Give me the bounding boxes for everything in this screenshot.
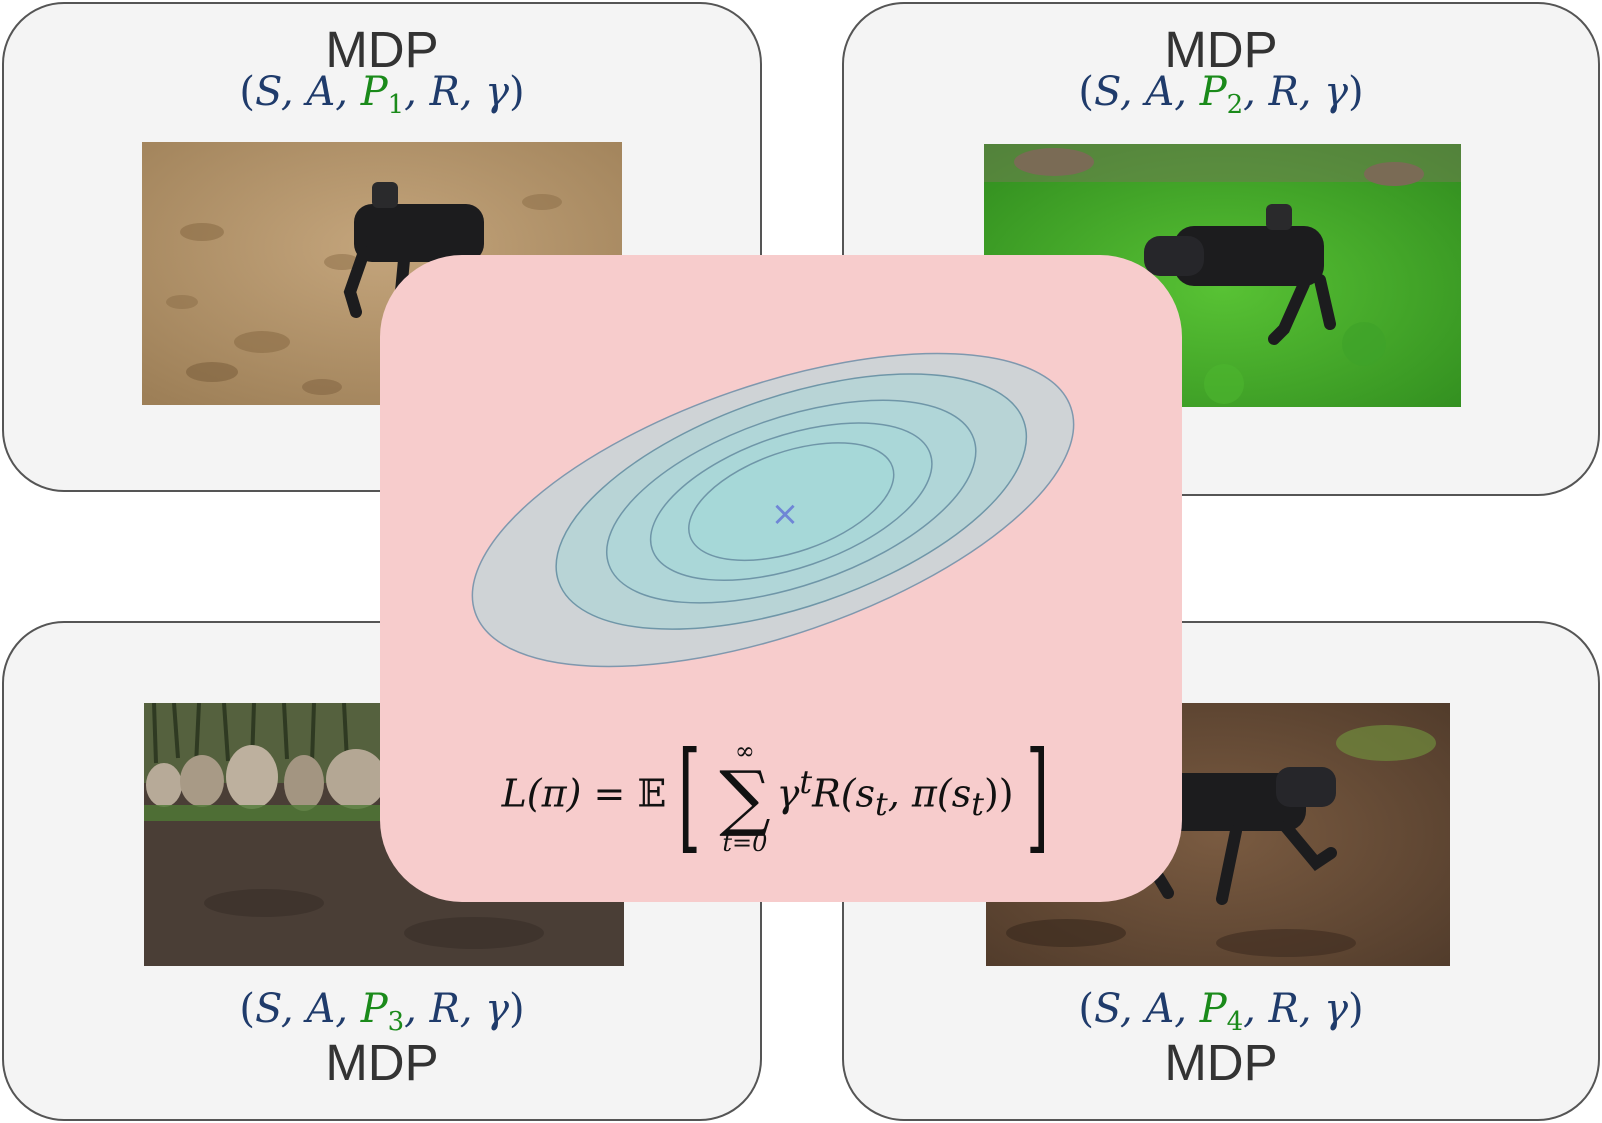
mdp-tuple: (S, A, P3, R, γ): [239, 986, 525, 1037]
mdp-title: MDP: [1164, 1034, 1278, 1091]
mdp-title: MDP: [325, 21, 439, 78]
contour-level-5: [688, 442, 895, 562]
loss-landscape-card: × L(π) = 𝔼[∞ ∑ t=0 γtR(st, π(st))]: [380, 255, 1182, 902]
loss-contour-plot: ×: [471, 352, 1075, 668]
mdp-tuple: (S, A, P1, R, γ): [239, 69, 525, 120]
optimum-marker: ×: [771, 494, 800, 534]
mdp-tuple: (S, A, P2, R, γ): [1078, 69, 1364, 120]
loss-equation: L(π) = 𝔼[∞ ∑ t=0 γtR(st, π(st))]: [501, 727, 1049, 866]
mdp-tuple: (S, A, P4, R, γ): [1078, 986, 1364, 1037]
mdp-title: MDP: [325, 1034, 439, 1091]
mdp-title: MDP: [1164, 21, 1278, 78]
